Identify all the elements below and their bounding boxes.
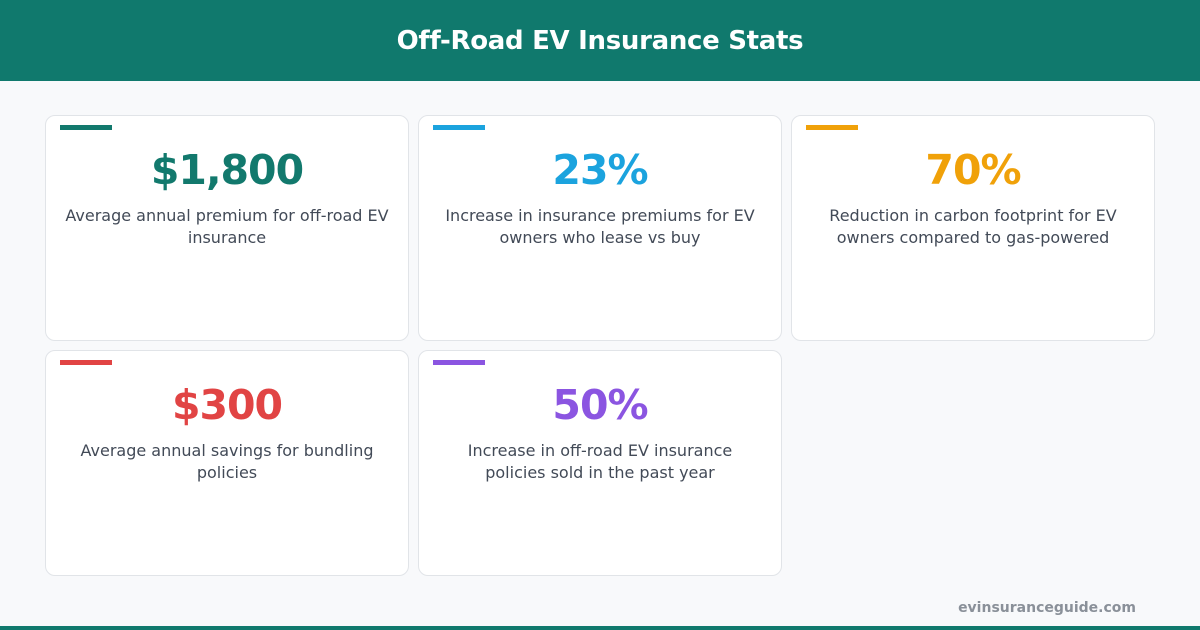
card-accent-bar [60,125,112,130]
header-banner: Off-Road EV Insurance Stats [0,0,1200,81]
card-accent-bar [60,360,112,365]
stat-description: Increase in off-road EV insurance polici… [467,441,733,482]
stat-description: Reduction in carbon footprint for EV own… [829,206,1117,247]
page-title: Off-Road EV Insurance Stats [396,25,804,56]
stat-card: $1,800 Average annual premium for off-ro… [45,115,409,341]
stat-description: Average annual premium for off-road EV i… [65,206,389,247]
card-accent-bar [433,360,485,365]
stat-value: 50% [552,381,648,429]
stat-value: 23% [552,146,648,194]
card-accent-bar [433,125,485,130]
stat-description: Average annual savings for bundling poli… [80,441,374,482]
site-url: evinsuranceguide.com [958,600,1136,616]
footer-bar [0,626,1200,630]
stat-value: $1,800 [150,146,304,194]
stat-card: $300 Average annual savings for bundling… [45,350,409,576]
stat-card: 23% Increase in insurance premiums for E… [418,115,782,341]
stat-card: 70% Reduction in carbon footprint for EV… [791,115,1155,341]
card-accent-bar [806,125,858,130]
stat-card: 50% Increase in off-road EV insurance po… [418,350,782,576]
stat-description: Increase in insurance premiums for EV ow… [445,206,755,247]
stat-value: 70% [925,146,1021,194]
stat-value: $300 [171,381,283,429]
